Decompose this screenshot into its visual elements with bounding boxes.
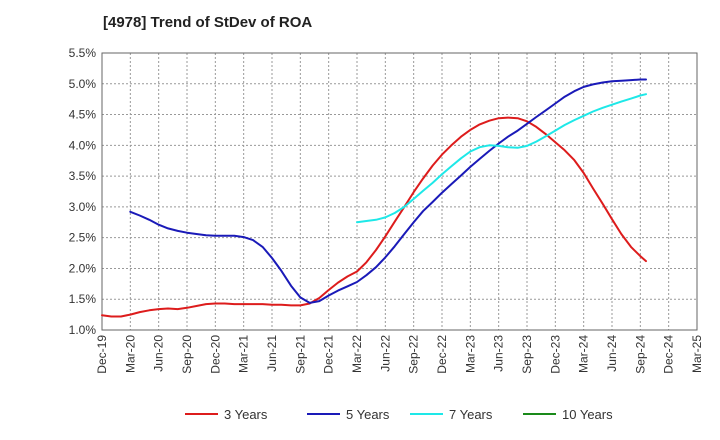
y-tick-label: 2.5% (69, 231, 97, 245)
legend-label: 10 Years (562, 407, 613, 422)
x-tick-label: Dec-22 (435, 335, 449, 374)
x-tick-label: Jun-22 (378, 335, 392, 372)
chart-title: [4978] Trend of StDev of ROA (103, 14, 313, 31)
y-tick-label: 1.5% (69, 292, 97, 306)
x-tick-label: Sep-23 (520, 335, 534, 374)
grid-lines (102, 53, 697, 330)
x-axis-ticks: Dec-19 Mar-20 Jun-20 Sep-20 Dec-20 Mar-21 Jun-… (95, 335, 704, 374)
y-axis-ticks: 1.0% 1.5% 2.0% 2.5% 3.0% 3.5% 4.0% 4.5% 5.0% 5.5% (69, 46, 97, 337)
y-tick-label: 4.5% (69, 108, 97, 122)
x-tick-label: Mar-21 (237, 335, 251, 373)
x-tick-label: Jun-20 (152, 335, 166, 372)
y-tick-label: 5.5% (69, 46, 97, 60)
x-tick-label: Mar-23 (463, 335, 477, 373)
plot-frame (101, 52, 698, 331)
legend: 3 Years 5 Years 7 Years 10 Years (185, 407, 613, 422)
y-tick-label: 4.0% (69, 138, 97, 152)
legend-label: 5 Years (346, 407, 390, 422)
legend-item: 10 Years (523, 407, 613, 422)
x-tick-label: Sep-22 (407, 335, 421, 374)
legend-item: 3 Years (185, 407, 268, 422)
plot-area (102, 53, 697, 330)
legend-item: 7 Years (410, 407, 493, 422)
x-tick-label: Jun-23 (492, 335, 506, 372)
x-tick-label: Sep-20 (180, 335, 194, 374)
x-tick-label: Mar-22 (350, 335, 364, 373)
y-tick-label: 3.0% (69, 200, 97, 214)
legend-item: 5 Years (307, 407, 390, 422)
x-tick-label: Dec-20 (208, 335, 222, 374)
series-line-7-years (356, 93, 647, 224)
x-tick-label: Sep-24 (633, 335, 647, 374)
x-tick-label: Dec-24 (662, 335, 676, 374)
series-line-3-years (101, 116, 647, 318)
x-tick-label: Mar-20 (123, 335, 137, 373)
x-tick-label: Jun-24 (605, 335, 619, 372)
series-lines (101, 78, 647, 318)
x-tick-label: Mar-25 (690, 335, 704, 373)
x-tick-label: Mar-24 (577, 335, 591, 373)
x-tick-label: Dec-21 (322, 335, 336, 374)
legend-label: 7 Years (449, 407, 493, 422)
y-tick-label: 3.5% (69, 169, 97, 183)
y-tick-label: 1.0% (69, 323, 97, 337)
x-tick-label: Sep-21 (293, 335, 307, 374)
series-line-5-years (129, 78, 647, 304)
y-tick-label: 5.0% (69, 77, 97, 91)
x-tick-label: Jun-21 (265, 335, 279, 372)
y-tick-label: 2.0% (69, 261, 97, 275)
x-tick-label: Dec-19 (95, 335, 109, 374)
x-tick-label: Dec-23 (548, 335, 562, 374)
legend-label: 3 Years (224, 407, 268, 422)
